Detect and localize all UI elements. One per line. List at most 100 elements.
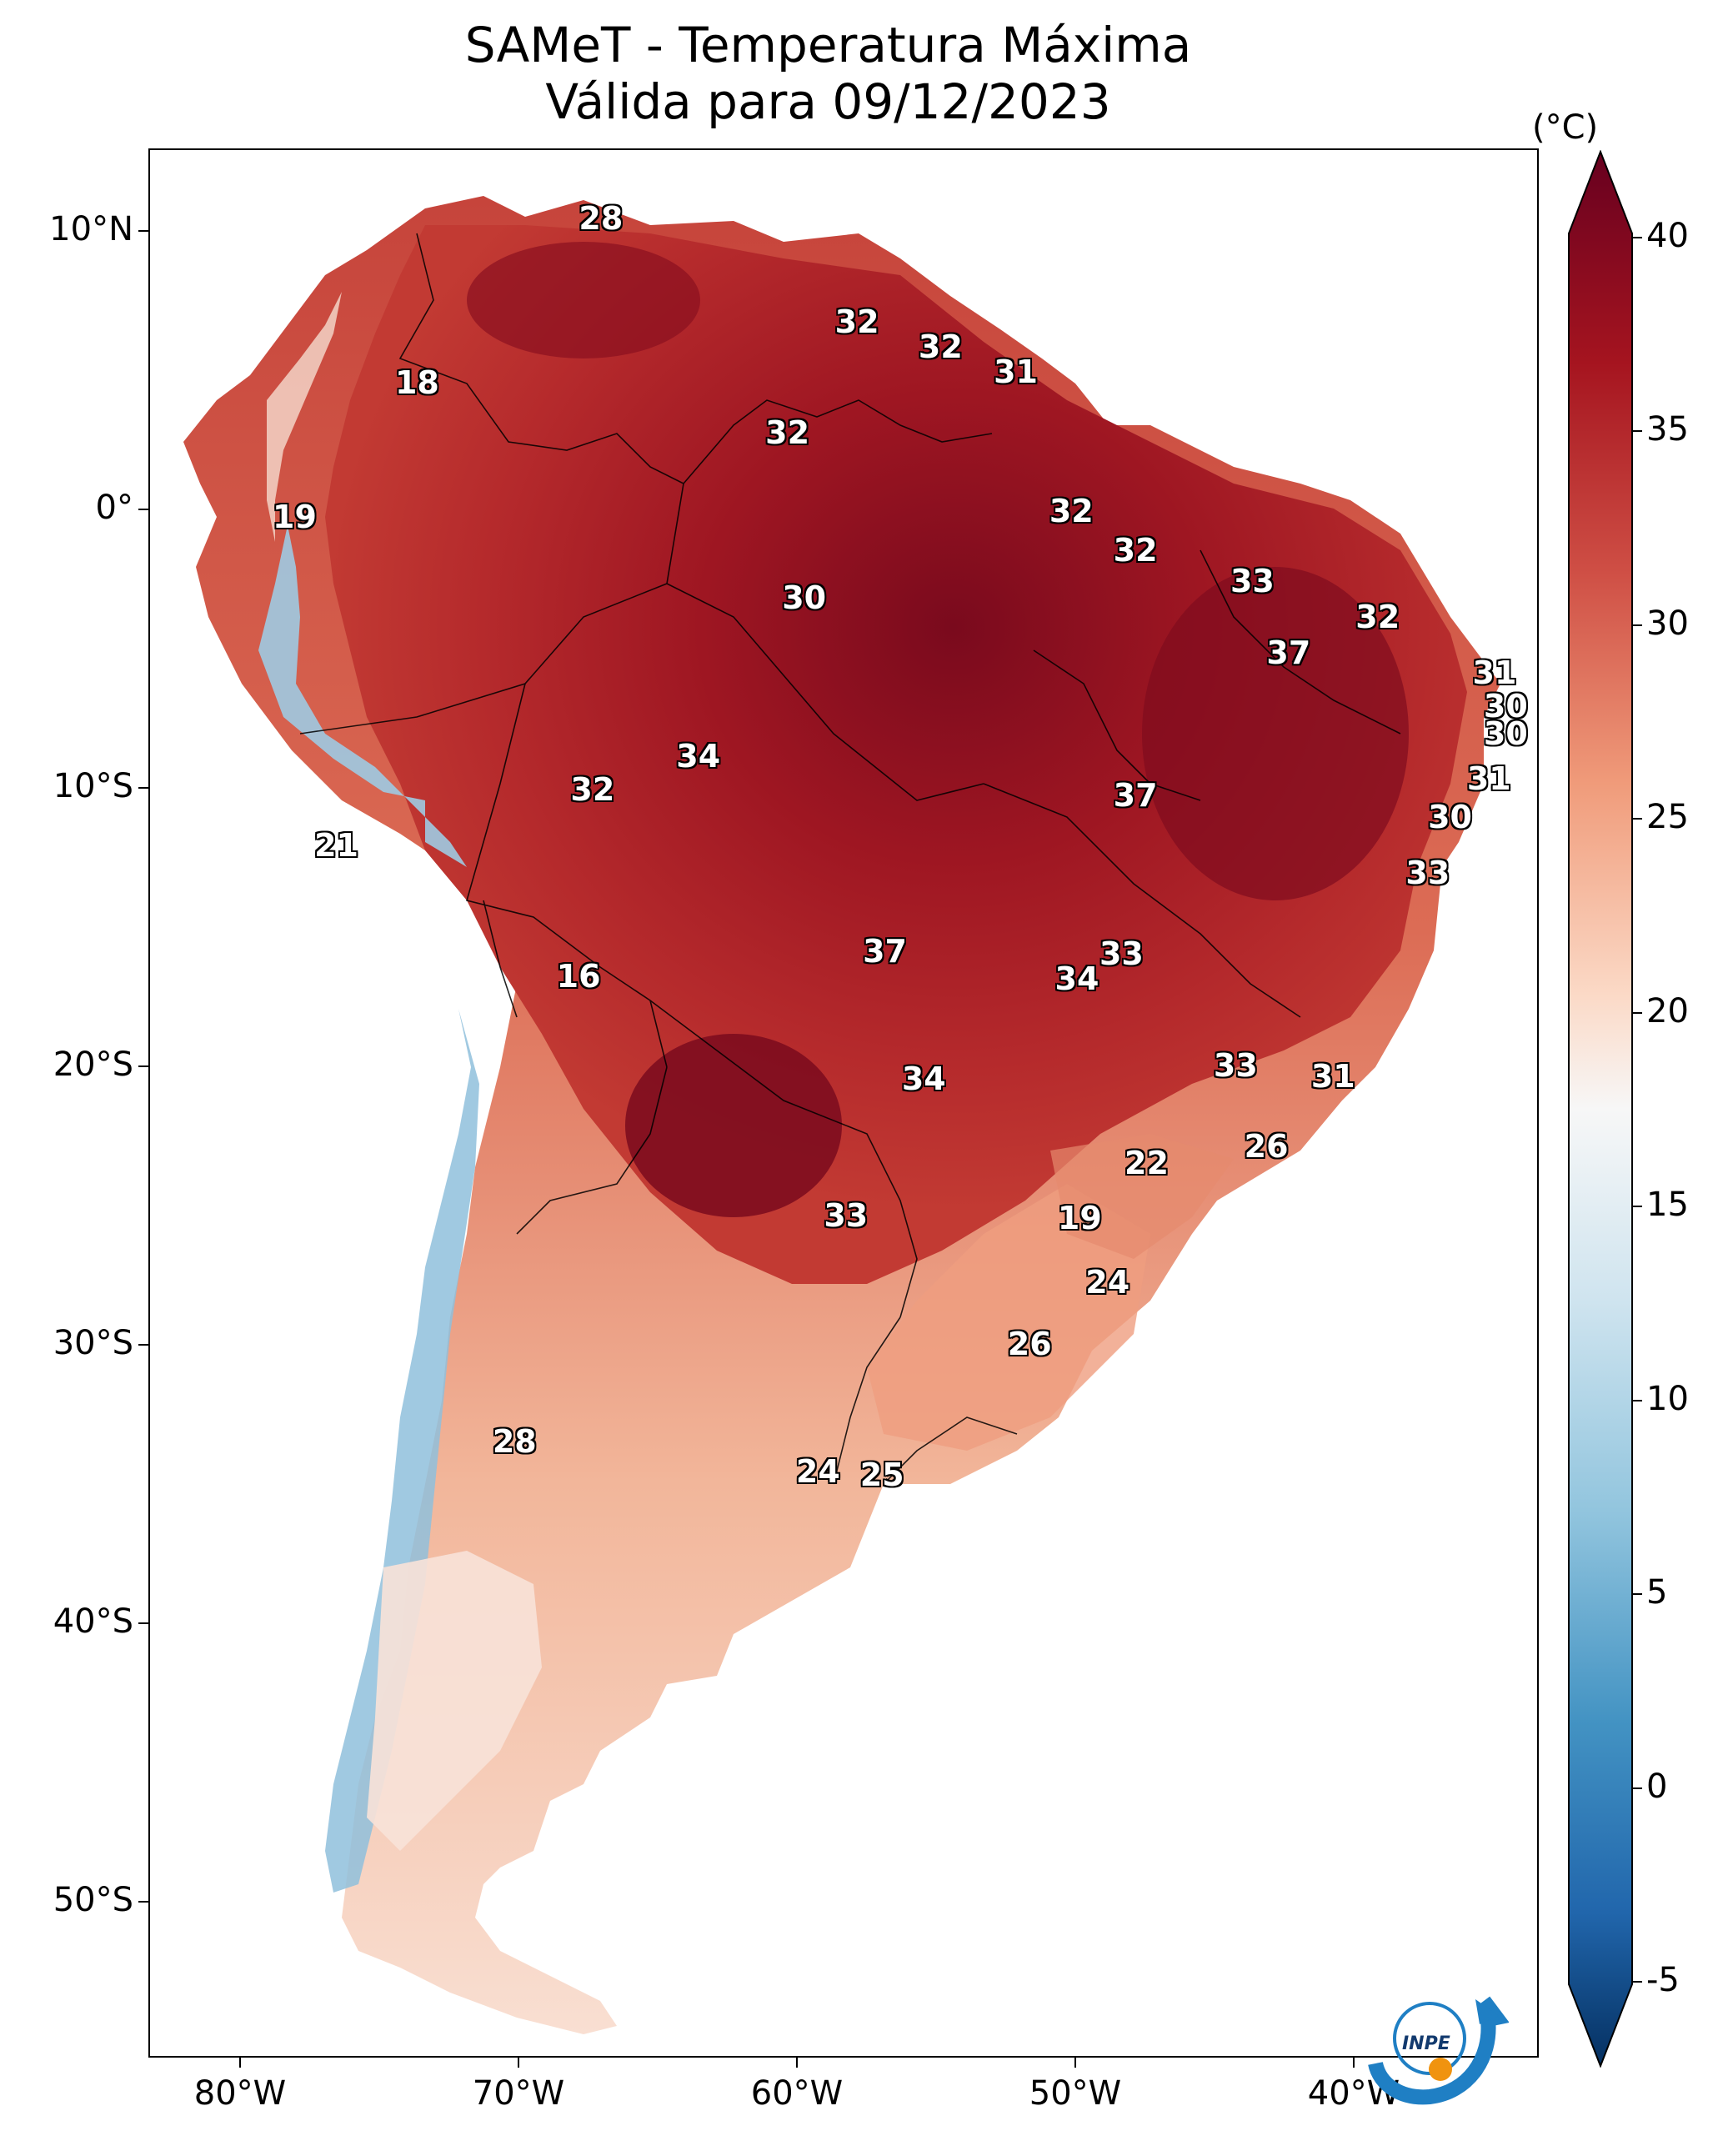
temperature-label: 32 <box>570 771 615 808</box>
lat-label-10n: 10°N <box>49 210 133 248</box>
very-hot-northeast <box>1142 567 1409 900</box>
temperature-label: 31 <box>1466 760 1511 797</box>
colorbar-tick <box>1632 1593 1642 1595</box>
colorbar-tick <box>1632 624 1642 626</box>
temperature-label: 37 <box>1113 776 1158 814</box>
temperature-label: 28 <box>579 200 624 238</box>
lat-tick <box>138 787 148 789</box>
temperature-label: 18 <box>394 364 439 402</box>
temperature-label: 34 <box>901 1060 946 1098</box>
colorbar-tick <box>1632 1206 1642 1207</box>
temperature-label: 16 <box>556 957 601 995</box>
lon-label-50w: 50°W <box>1029 2074 1122 2113</box>
colorbar-label-10: 10 <box>1646 1380 1689 1418</box>
map-svg <box>183 196 1500 2034</box>
lat-tick <box>138 509 148 510</box>
lat-label-0: 0° <box>95 489 133 527</box>
lon-tick <box>1353 2058 1355 2068</box>
andes-snow-band <box>267 292 342 542</box>
andes-cold-band <box>258 525 467 867</box>
map-panel[interactable]: 28 32 32 31 18 32 19 32 32 33 30 32 37 31 30 30 34 31 32 37… <box>148 148 1539 2058</box>
lon-tick <box>796 2058 798 2068</box>
colorbar-label-40: 40 <box>1646 217 1689 255</box>
lat-tick <box>138 1901 148 1903</box>
temperature-label: 24 <box>1085 1264 1130 1301</box>
lat-tick <box>138 1065 148 1067</box>
colorbar-label-30: 30 <box>1646 604 1689 643</box>
lon-tick <box>239 2058 241 2068</box>
colorbar-label-25: 25 <box>1646 798 1689 836</box>
temperature-label: 33 <box>1099 935 1144 973</box>
temperature-label: 37 <box>863 932 907 970</box>
south-brazil-mild <box>867 1184 1150 1451</box>
temperature-label: 32 <box>1355 598 1400 635</box>
temperature-label: 32 <box>834 303 879 340</box>
lat-label-50s: 50°S <box>53 1881 133 1919</box>
southern-andes-cold <box>325 1009 479 1893</box>
colorbar-label-20: 20 <box>1646 992 1689 1030</box>
temperature-label: 30 <box>1428 799 1472 836</box>
patagonia-cool <box>367 1551 542 1851</box>
lon-label-80w: 80°W <box>193 2074 287 2113</box>
colorbar-label-minus5: -5 <box>1646 1961 1680 1999</box>
temperature-label: 31 <box>1310 1058 1355 1096</box>
lat-tick <box>138 1344 148 1346</box>
country-borders <box>299 233 1401 1485</box>
map-subtitle-date: Válida para 09/12/2023 <box>545 73 1111 130</box>
temperature-label: 25 <box>859 1456 904 1493</box>
very-hot-north <box>467 242 700 358</box>
temperature-label: 34 <box>1054 960 1099 998</box>
colorbar-tick <box>1632 1787 1642 1789</box>
lon-tick <box>1074 2058 1076 2068</box>
temperature-label: 37 <box>1266 634 1311 672</box>
temperature-label: 32 <box>1113 531 1158 569</box>
temperature-label: 26 <box>1244 1127 1289 1165</box>
temperature-label: 28 <box>492 1422 537 1460</box>
colorbar-tick <box>1632 1400 1642 1401</box>
colorbar-tick <box>1632 818 1642 820</box>
colorbar-tick <box>1632 1012 1642 1014</box>
lon-label-70w: 70°W <box>472 2074 565 2113</box>
hot-interior-region <box>325 225 1467 1284</box>
inpe-logo: INPE <box>1368 1996 1509 2105</box>
temperature-label: 33 <box>824 1197 869 1235</box>
colorbar-tick <box>1632 1981 1642 1983</box>
colorbar <box>1568 150 1633 2068</box>
colorbar-label-35: 35 <box>1646 410 1689 449</box>
logo-text: INPE <box>1402 2033 1450 2054</box>
temperature-label: 22 <box>1124 1144 1169 1181</box>
temperature-label: 33 <box>1213 1046 1258 1084</box>
temperature-label: 19 <box>273 498 317 535</box>
temperature-label: 31 <box>994 353 1038 390</box>
temperature-label: 33 <box>1230 562 1275 599</box>
lat-label-40s: 40°S <box>53 1602 133 1641</box>
lat-label-20s: 20°S <box>53 1045 133 1084</box>
temperature-label: 21 <box>314 826 358 864</box>
lat-tick <box>138 1622 148 1624</box>
colorbar-tick <box>1632 237 1642 238</box>
map-title: SAMeT - Temperatura Máxima <box>464 17 1192 73</box>
colorbar-label-15: 15 <box>1646 1186 1689 1224</box>
temperature-label: 33 <box>1405 855 1450 892</box>
lat-tick <box>138 230 148 232</box>
colorbar-unit: (°C) <box>1532 108 1599 147</box>
lon-label-60w: 60°W <box>750 2074 844 2113</box>
temperature-label: 32 <box>1049 493 1094 529</box>
colorbar-tick <box>1632 430 1642 432</box>
colorbar-label-5: 5 <box>1646 1573 1668 1612</box>
lat-label-10s: 10°S <box>53 767 133 805</box>
temperature-label: 24 <box>795 1453 840 1491</box>
very-hot-core <box>625 1034 842 1217</box>
temperature-label: 30 <box>782 579 827 616</box>
temperature-label: 30 <box>1483 715 1528 753</box>
temperature-label: 32 <box>918 328 963 365</box>
lon-tick <box>518 2058 519 2068</box>
temperature-label: 34 <box>676 737 721 775</box>
temperature-label: 26 <box>1007 1325 1052 1362</box>
temperature-label: 31 <box>1472 654 1517 691</box>
southeast-coast-mild <box>1050 1134 1234 1259</box>
colorbar-label-0: 0 <box>1646 1767 1668 1806</box>
lat-label-30s: 30°S <box>53 1324 133 1362</box>
temperature-label: 32 <box>765 414 810 452</box>
temperature-label: 19 <box>1057 1200 1102 1237</box>
